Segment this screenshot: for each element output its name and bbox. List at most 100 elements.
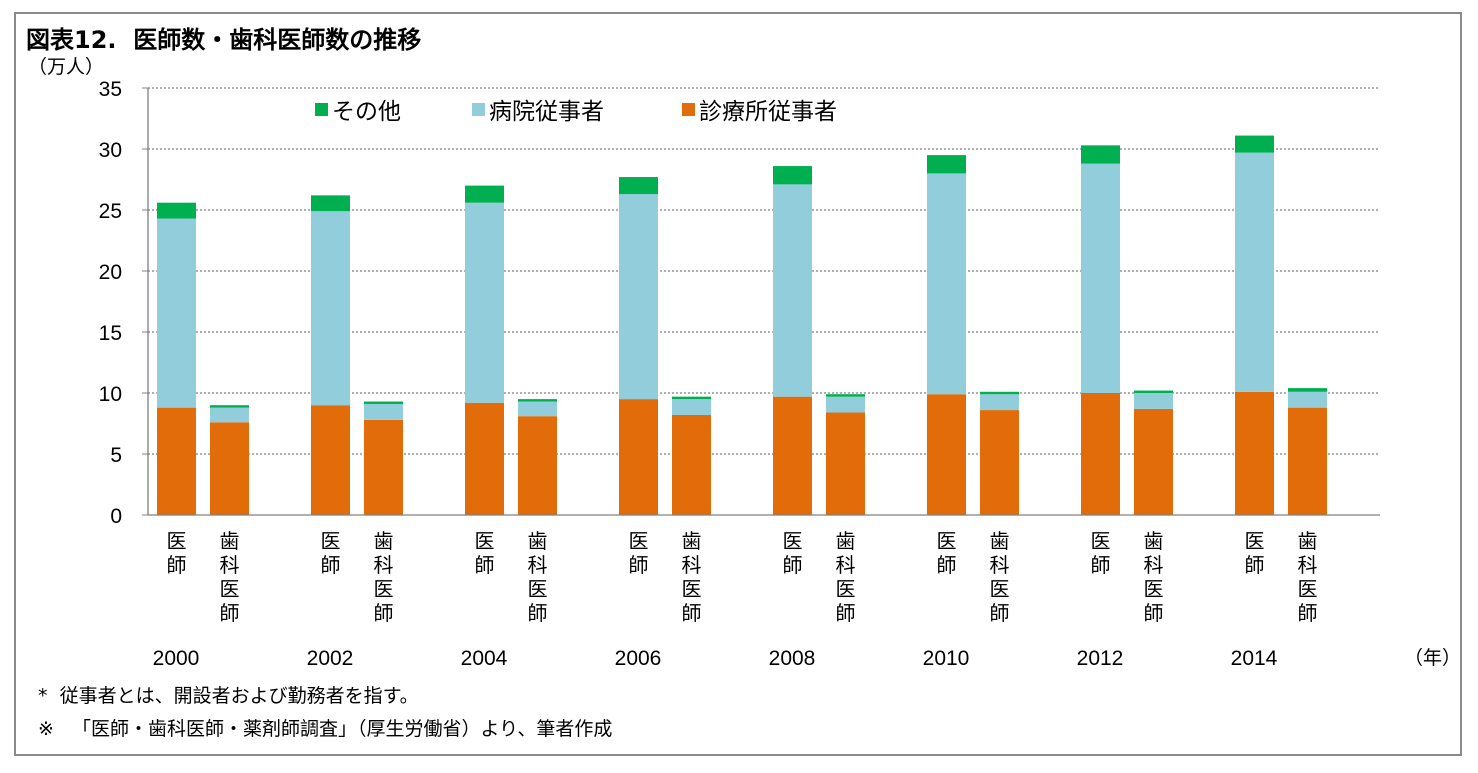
category-label-char: 師 (1144, 601, 1164, 625)
category-label-char: 師 (783, 553, 803, 577)
legend-swatch (472, 103, 485, 116)
bar-segment (364, 401, 403, 404)
legend-swatch (315, 103, 328, 116)
bar-segment (465, 202, 504, 403)
bar-segment (465, 402, 504, 515)
category-label-char: 師 (1245, 553, 1265, 577)
bar-segment (518, 401, 557, 417)
category-label-char: 医 (220, 577, 240, 601)
bar-segment (1235, 391, 1274, 515)
bar-segment (465, 185, 504, 203)
bar-segment (1235, 135, 1274, 153)
bar-segment (364, 403, 403, 420)
x-year-label: 2004 (461, 647, 508, 670)
category-label-char: 師 (528, 601, 548, 625)
category-label-char: 科 (1298, 553, 1318, 577)
bar-segment (311, 211, 350, 406)
bar-segment (980, 394, 1019, 411)
category-label-char: 歯 (374, 529, 394, 553)
x-year-label: 2012 (1077, 647, 1124, 670)
category-label-char: 歯 (682, 529, 702, 553)
category-label-char: 師 (220, 601, 240, 625)
bar-segment (773, 166, 812, 185)
y-tick-label: 25 (99, 200, 122, 223)
x-axis-unit: （年） (1404, 647, 1462, 669)
bar-segment (826, 396, 865, 413)
bar-segment (210, 407, 249, 423)
footnote-source: ※ 「医師・歯科医師・薬剤師調査」（厚生労働省）より、筆者作成 (38, 718, 613, 740)
y-axis-unit: （万人） (28, 56, 105, 78)
category-label-char: 師 (475, 553, 495, 577)
bar-segment (1288, 388, 1327, 392)
category-label-char: 師 (629, 553, 649, 577)
category-label-char: 師 (167, 553, 187, 577)
bar-segment (980, 391, 1019, 395)
bar-segment (1134, 390, 1173, 393)
category-label-char: 歯 (990, 529, 1010, 553)
category-label-char: 医 (629, 529, 649, 553)
category-label-char: 科 (836, 553, 856, 577)
bar-segment (672, 399, 711, 415)
bar-segment (210, 422, 249, 515)
bar-segment (518, 399, 557, 402)
bar-segment (672, 414, 711, 515)
bar-segment (619, 194, 658, 400)
bar-segment (1288, 407, 1327, 515)
bar-segment (157, 218, 196, 408)
figure-title: 図表12. 医師数・歯科医師数の推移 (26, 26, 422, 54)
bar-segment (210, 405, 249, 408)
category-label-char: 医 (836, 577, 856, 601)
bar-segment (157, 407, 196, 515)
x-year-label: 2006 (615, 647, 662, 670)
category-label-char: 歯 (528, 529, 548, 553)
x-year-label: 2008 (769, 647, 816, 670)
category-label-char: 師 (321, 553, 341, 577)
y-tick-label: 15 (99, 322, 122, 345)
y-tick-label: 30 (99, 139, 122, 162)
bar-segment (826, 394, 865, 397)
category-label-char: 医 (528, 577, 548, 601)
y-tick-label: 0 (110, 505, 122, 528)
bar-segment (1081, 393, 1120, 515)
bar-segment (927, 155, 966, 174)
bar-segment (619, 177, 658, 195)
category-label-char: 医 (167, 529, 187, 553)
bar-segment (826, 412, 865, 515)
x-year-label: 2010 (923, 647, 970, 670)
category-label-char: 歯 (836, 529, 856, 553)
category-label-char: 医 (374, 577, 394, 601)
legend-swatch (682, 103, 695, 116)
category-label-char: 医 (1298, 577, 1318, 601)
category-label-char: 師 (1091, 553, 1111, 577)
y-tick-label: 10 (99, 383, 122, 406)
bars (157, 135, 1327, 515)
legend-label: その他 (332, 99, 401, 125)
legend-label: 診療所従事者 (699, 99, 837, 125)
category-label-char: 歯 (220, 529, 240, 553)
category-label-char: 医 (321, 529, 341, 553)
category-label-char: 師 (682, 601, 702, 625)
category-label-char: 師 (937, 553, 957, 577)
bar-segment (1235, 152, 1274, 392)
axes (142, 87, 1380, 516)
bar-segment (311, 195, 350, 212)
category-label-char: 医 (682, 577, 702, 601)
category-label-char: 科 (1144, 553, 1164, 577)
bar-segment (311, 405, 350, 515)
y-tick-label: 35 (99, 78, 122, 101)
bar-segment (364, 419, 403, 515)
bar-segment (1288, 391, 1327, 408)
category-labels: 医師歯科医師2000医師歯科医師2002医師歯科医師2004医師歯科医師2006… (153, 529, 1318, 670)
category-label-char: 科 (682, 553, 702, 577)
category-label-char: 師 (374, 601, 394, 625)
bar-segment (672, 396, 711, 400)
x-year-label: 2002 (307, 647, 354, 670)
y-tick-label: 20 (99, 261, 122, 284)
bar-segment (1134, 408, 1173, 515)
bar-segment (773, 184, 812, 397)
figure-frame (14, 12, 1462, 756)
category-label-char: 医 (475, 529, 495, 553)
footnote-definition: * 従事者とは、開設者および勤務者を指す。 (38, 685, 419, 707)
category-label-char: 医 (1144, 577, 1164, 601)
